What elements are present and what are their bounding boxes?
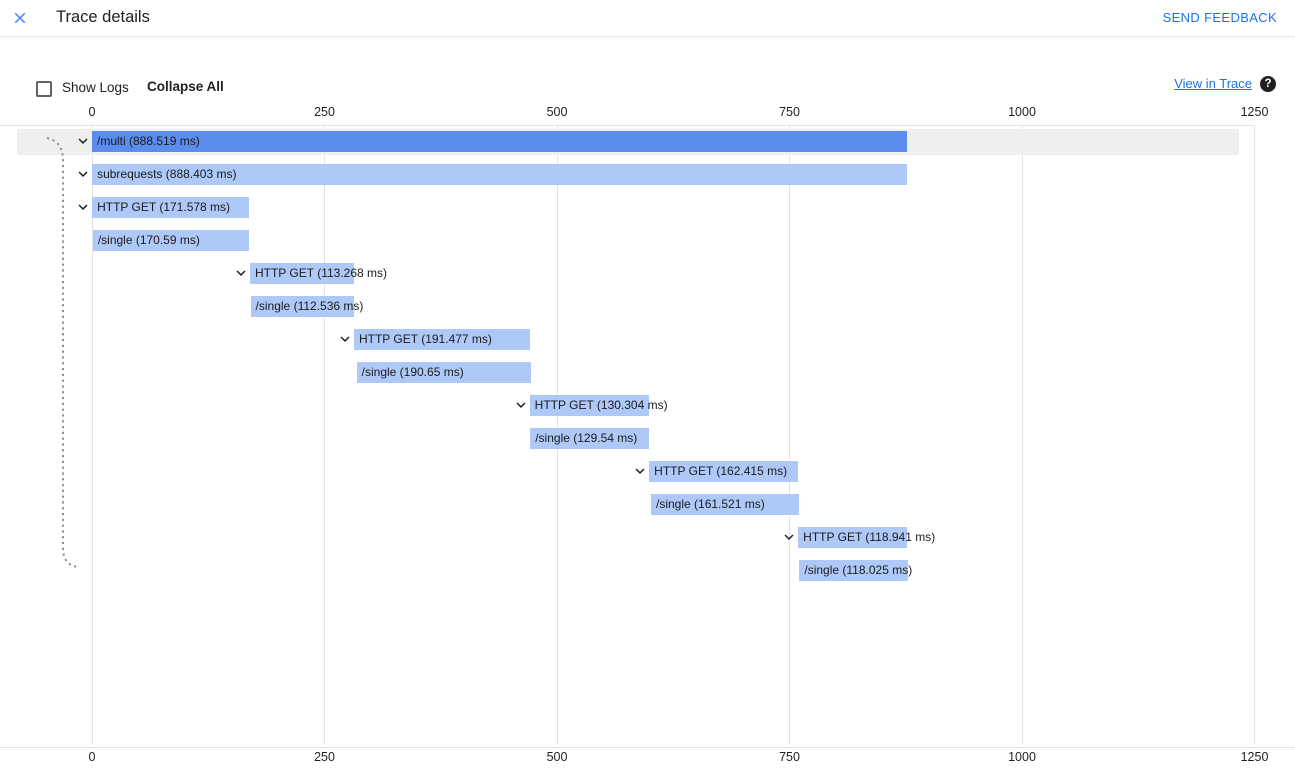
trace-span-bar[interactable]	[651, 494, 800, 515]
trace-span-bar[interactable]	[529, 395, 650, 416]
axis-tick-label: 250	[314, 750, 335, 764]
axis-tick-label: 0	[88, 105, 96, 119]
chart-top-border	[0, 125, 1255, 126]
axis-tick-label: 500	[546, 750, 568, 764]
trace-span-bar[interactable]	[249, 263, 354, 284]
expand-chevron-icon[interactable]	[74, 132, 92, 150]
trace-span-bar[interactable]	[530, 428, 649, 449]
trace-span-bar[interactable]	[92, 230, 250, 251]
help-icon[interactable]: ?	[1260, 76, 1276, 92]
axis-tick-label: 750	[779, 105, 800, 119]
send-feedback-button[interactable]: SEND FEEDBACK	[1162, 10, 1277, 25]
gridline	[789, 125, 790, 745]
expand-chevron-icon[interactable]	[780, 528, 798, 546]
axis-tick-label: 1250	[1240, 750, 1269, 764]
header-bar: Trace details SEND FEEDBACK	[0, 0, 1295, 37]
gridline	[1021, 125, 1023, 745]
view-in-trace-link[interactable]: View in Trace	[1174, 76, 1252, 91]
axis-tick-label: 1000	[1008, 105, 1036, 119]
gridline	[1254, 125, 1255, 745]
axis-tick-label: 0	[88, 750, 96, 764]
expand-chevron-icon[interactable]	[232, 264, 250, 282]
trace-span-bar[interactable]	[92, 131, 907, 152]
axis-tick-label: 1000	[1008, 750, 1036, 764]
trace-span-bar[interactable]	[649, 461, 799, 482]
trace-span-bar[interactable]	[798, 527, 908, 548]
trace-span-bar[interactable]	[799, 560, 908, 581]
axis-tick-label: 1250	[1240, 105, 1269, 119]
help-glyph: ?	[1264, 78, 1272, 90]
close-icon[interactable]	[11, 9, 29, 27]
expand-chevron-icon[interactable]	[74, 198, 92, 216]
axis-tick-label: 250	[314, 105, 335, 119]
gridline	[324, 125, 325, 745]
trace-span-bar[interactable]	[353, 329, 530, 350]
collapse-all-button[interactable]: Collapse All	[147, 79, 224, 94]
expand-chevron-icon[interactable]	[631, 462, 649, 480]
expand-chevron-icon[interactable]	[512, 396, 530, 414]
axis-tick-label: 500	[546, 105, 568, 119]
axis-tick-label: 750	[779, 750, 800, 764]
page-title: Trace details	[56, 8, 150, 26]
trace-span-bar[interactable]	[250, 296, 354, 317]
show-logs-checkbox[interactable]	[36, 81, 52, 97]
expand-chevron-icon[interactable]	[336, 330, 354, 348]
trace-span-bar[interactable]	[92, 197, 250, 218]
trace-span-bar[interactable]	[92, 164, 907, 185]
trace-span-bar[interactable]	[356, 362, 532, 383]
show-logs-label: Show Logs	[62, 80, 129, 95]
chart-bottom-border	[0, 747, 1295, 748]
expand-chevron-icon[interactable]	[74, 165, 92, 183]
gridline	[91, 125, 93, 745]
